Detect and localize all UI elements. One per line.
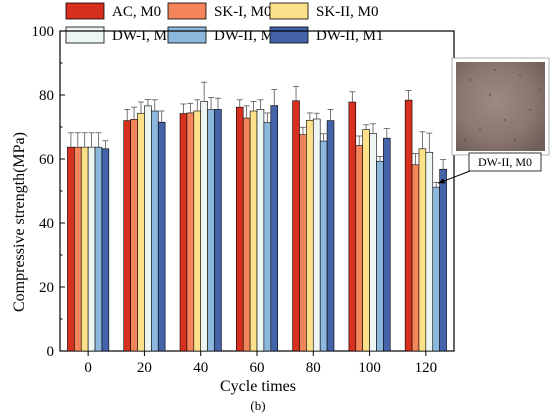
bar-ac-m0-120	[404, 99, 413, 352]
legend-swatch	[65, 26, 105, 44]
bar-ac-m0-80	[292, 100, 300, 352]
specimen-texture	[518, 73, 522, 77]
bar-dw-ii-m1-0	[101, 148, 110, 352]
legend-swatch	[269, 2, 309, 20]
bar-dw-i-m0-0	[87, 146, 96, 352]
bar-dw-ii-m0-80	[319, 140, 328, 352]
legend-label: SK-I, M0	[214, 4, 272, 20]
x-tick-label: 0	[84, 360, 92, 376]
specimen-texture	[513, 138, 517, 142]
specimen-texture	[478, 128, 482, 132]
bar-dw-i-m0-80	[312, 118, 321, 352]
legend: AC, M0 SK-I, M0 SK-II, M0 DW-I, M0 DW-II, M0…	[65, 2, 384, 44]
x-tick-label: 20	[137, 360, 152, 376]
y-tick-label: 0	[47, 344, 55, 360]
specimen-photo	[456, 62, 545, 151]
x-axis-title: Cycle times	[220, 378, 296, 395]
legend-label: DW-II, M0	[214, 28, 282, 44]
legend-swatch	[167, 26, 207, 44]
legend-label: DW-I, M0	[112, 28, 175, 44]
inset-label: DW-II, M0	[478, 155, 532, 169]
bar-dw-i-m0-20	[144, 105, 152, 352]
specimen-texture	[503, 118, 507, 122]
y-axis-title: Compressive strength(MPa)	[11, 132, 28, 312]
inset-label-box	[468, 152, 542, 172]
specimen-texture	[463, 138, 467, 142]
bar-sk-i-m0-100	[355, 145, 363, 352]
bar-dw-ii-m1-60	[270, 105, 278, 352]
legend-label: SK-II, M0	[316, 4, 379, 20]
y-tick-label: 20	[39, 280, 54, 296]
bar-dw-ii-m1-40	[214, 109, 222, 352]
bar-dw-i-m0-100	[369, 133, 377, 352]
bar-ac-m0-20	[123, 120, 131, 352]
bar-sk-ii-m0-60	[249, 110, 258, 352]
bar-ac-m0-0	[67, 146, 75, 352]
x-tick-label: 80	[306, 360, 321, 376]
bar-ac-m0-100	[348, 101, 357, 352]
y-tick-label: 80	[39, 88, 54, 104]
legend-item-ac-m0: AC, M0	[65, 2, 161, 20]
bar-ac-m0-60	[236, 106, 244, 352]
bar-dw-ii-m0-60	[263, 122, 272, 352]
y-tick-label: 100	[32, 24, 55, 40]
specimen-texture	[468, 78, 472, 82]
specimen-texture	[538, 88, 542, 92]
x-tick-label: 40	[193, 360, 208, 376]
bar-sk-ii-m0-20	[137, 112, 145, 352]
bar-dw-i-m0-60	[256, 109, 265, 352]
x-tick-label: 100	[358, 360, 381, 376]
bar-ac-m0-40	[179, 113, 188, 352]
bar-dw-ii-m1-20	[157, 121, 166, 352]
bar-sk-i-m0-120	[411, 164, 420, 352]
legend-item-dw-ii-m1: DW-II, M1	[269, 26, 384, 44]
bar-dw-ii-m0-100	[376, 160, 384, 352]
legend-swatch	[65, 2, 105, 20]
legend-swatch	[269, 26, 309, 44]
legend-label: AC, M0	[112, 4, 161, 20]
bar-sk-i-m0-0	[74, 146, 82, 352]
bar-sk-i-m0-60	[242, 117, 251, 352]
bar-dw-ii-m1-120	[439, 168, 447, 352]
bar-dw-ii-m0-40	[207, 109, 215, 352]
bar-sk-i-m0-20	[130, 119, 138, 352]
legend-label: DW-II, M1	[316, 28, 384, 44]
bar-dw-ii-m0-0	[94, 146, 103, 352]
specimen-texture	[528, 108, 532, 112]
bar-sk-ii-m0-100	[362, 129, 370, 352]
inset: DW-II, M0	[438, 57, 550, 184]
legend-item-dw-i-m0: DW-I, M0	[65, 26, 175, 44]
bar-sk-ii-m0-80	[306, 119, 314, 352]
bar-sk-ii-m0-0	[80, 146, 89, 352]
specimen-texture	[493, 68, 497, 72]
x-tick-label: 60	[250, 360, 265, 376]
legend-item-sk-ii-m0: SK-II, M0	[269, 2, 379, 20]
bar-dw-ii-m0-120	[432, 186, 440, 352]
bar-dw-ii-m1-100	[383, 137, 391, 352]
legend-item-dw-ii-m0: DW-II, M0	[167, 26, 282, 44]
x-tick-label: 120	[415, 360, 438, 376]
bar-dw-i-m0-120	[425, 151, 434, 352]
bar-dw-ii-m0-20	[151, 110, 159, 352]
bar-sk-i-m0-80	[299, 134, 307, 352]
figure-caption: (b)	[250, 398, 265, 413]
y-tick-label: 60	[39, 152, 54, 168]
bar-sk-ii-m0-120	[418, 148, 427, 352]
bar-dw-i-m0-40	[200, 101, 208, 352]
specimen-texture	[488, 93, 492, 97]
bar-dw-ii-m1-80	[326, 120, 335, 352]
y-tick-label: 40	[39, 216, 54, 232]
inset-pointer-arrowhead	[438, 178, 446, 184]
bar-sk-ii-m0-40	[193, 110, 202, 352]
legend-item-sk-i-m0: SK-I, M0	[167, 2, 272, 20]
plot-area: 0 20 40 60 80 100 0 20 40 60 80 100 120	[32, 24, 455, 376]
bar-sk-i-m0-40	[186, 112, 195, 352]
legend-swatch	[167, 2, 207, 20]
